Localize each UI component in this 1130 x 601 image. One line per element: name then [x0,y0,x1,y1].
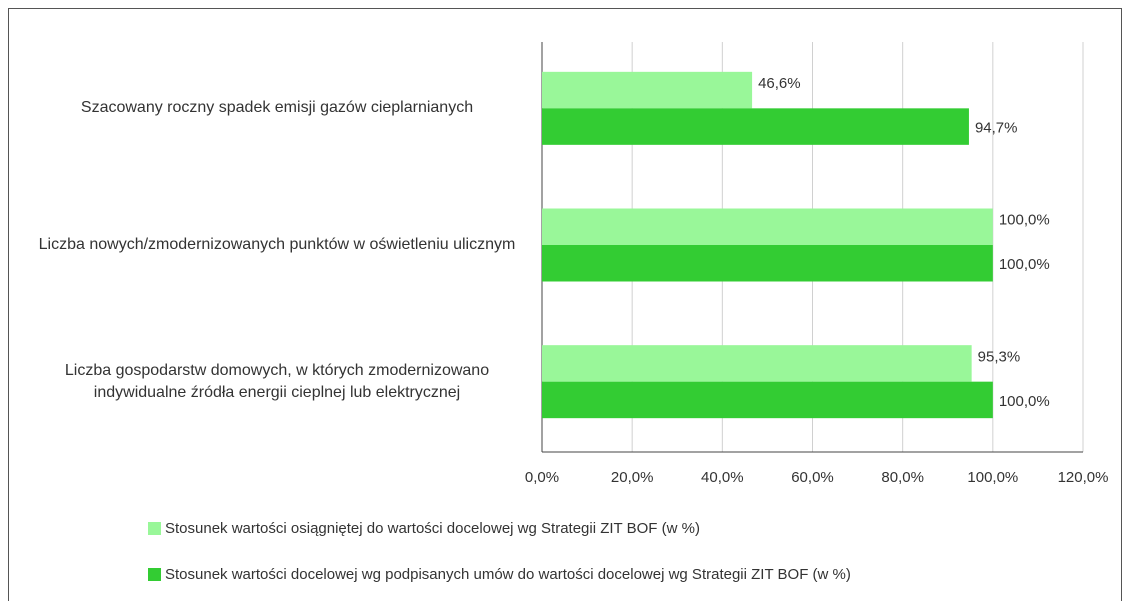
x-tick-label: 80,0% [881,469,924,486]
legend-swatch [148,568,161,581]
chart-border [8,8,1122,601]
value-label: 100,0% [999,393,1050,410]
value-label: 94,7% [975,120,1018,137]
x-tick-label: 20,0% [611,469,654,486]
x-tick-label: 60,0% [791,469,834,486]
bar [542,381,993,419]
x-tick-label: 120,0% [1058,469,1109,486]
bar [542,108,969,145]
value-label: 100,0% [999,212,1050,229]
x-tick-label: 0,0% [525,469,559,486]
bar [542,71,753,109]
legend-swatch [148,522,161,535]
bar [542,245,993,282]
y-tick-label: Liczba gospodarstw domowych, w których z… [64,361,490,401]
value-label: 100,0% [999,256,1050,273]
x-tick-label: 100,0% [967,469,1018,486]
value-label: 46,6% [758,75,801,92]
legend-label: Stosunek wartości docelowej wg podpisany… [165,566,851,583]
y-tick-label: Szacowany roczny spadek emisji gazów cie… [80,99,474,117]
bar [542,345,972,382]
value-label: 95,3% [978,348,1021,365]
x-tick-label: 40,0% [701,469,744,486]
bar [542,208,993,245]
y-tick-label: Liczba nowych/zmodernizowanych punktów w… [38,236,516,253]
legend-label: Stosunek wartości osiągniętej do wartośc… [165,520,700,537]
